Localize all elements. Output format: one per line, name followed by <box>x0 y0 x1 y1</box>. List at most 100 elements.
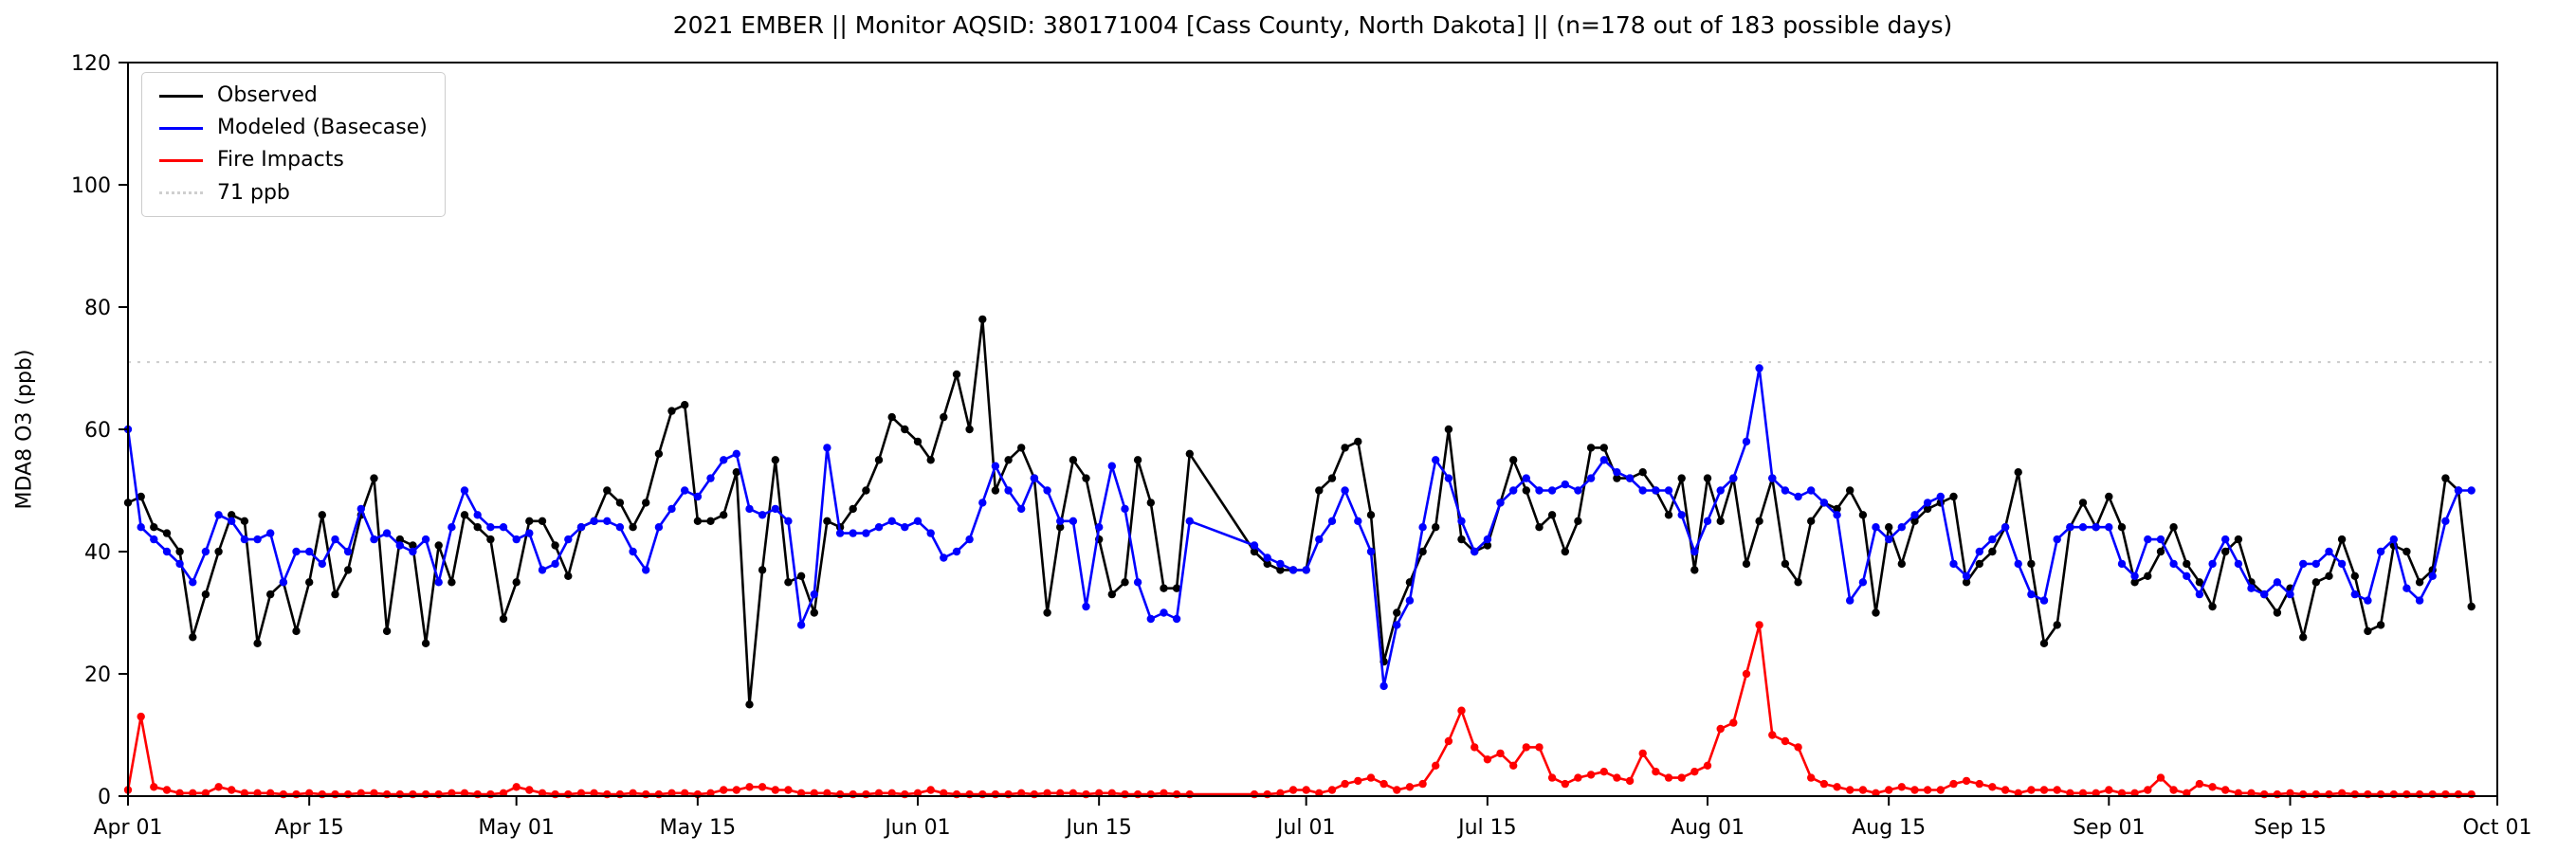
modeled-marker <box>214 511 223 519</box>
modeled-line <box>126 367 2473 688</box>
observed-marker <box>305 578 314 587</box>
x-tick-label: Jul 15 <box>1456 816 1517 840</box>
observed-marker <box>952 370 961 379</box>
observed-marker <box>1043 608 1051 617</box>
observed-marker <box>1483 541 1492 550</box>
fire-marker <box>887 789 896 797</box>
modeled-marker <box>1833 511 1841 519</box>
fire-marker <box>1107 789 1117 797</box>
modeled-marker <box>758 511 767 519</box>
fire-marker <box>642 789 650 799</box>
modeled-marker <box>823 444 831 452</box>
observed-marker <box>2105 492 2113 501</box>
observed-marker <box>564 572 573 580</box>
fire-marker <box>512 783 521 791</box>
modeled-marker <box>2169 559 2178 569</box>
modeled-marker <box>2364 596 2372 605</box>
modeled-marker <box>1781 486 1790 495</box>
fire-marker <box>1069 789 1078 797</box>
modeled-marker <box>2221 535 2230 544</box>
observed-marker <box>1172 584 1181 592</box>
fire-marker <box>2169 786 2178 794</box>
fire-marker <box>901 789 909 799</box>
observed-marker <box>926 456 935 464</box>
observed-marker <box>1949 492 1958 501</box>
fire-marker <box>1405 783 1415 791</box>
modeled-marker <box>1315 535 1324 544</box>
modeled-marker <box>370 535 378 544</box>
modeled-marker <box>849 529 857 537</box>
fire-marker <box>796 789 806 797</box>
modeled-marker <box>1897 523 1907 532</box>
fire-marker <box>460 789 469 797</box>
fire-marker <box>1768 731 1777 739</box>
fire-marker <box>1574 773 1582 782</box>
modeled-marker <box>1910 511 1919 519</box>
observed-marker <box>1315 486 1324 495</box>
modeled-marker <box>1858 578 1868 587</box>
modeled-marker <box>2053 535 2061 544</box>
fire-marker <box>1432 761 1440 770</box>
modeled-marker <box>1638 486 1647 495</box>
modeled-marker <box>1393 621 1401 629</box>
observed-marker <box>654 449 664 458</box>
fire-marker <box>421 789 430 799</box>
fire-marker <box>1146 789 1156 799</box>
modeled-marker <box>343 547 353 556</box>
observed-marker <box>693 517 703 525</box>
observed-marker <box>901 425 909 434</box>
modeled-marker <box>978 499 987 507</box>
observed-marker <box>874 456 884 464</box>
observed-marker <box>2053 621 2061 629</box>
y-tick-label: 100 <box>71 174 111 198</box>
modeled-marker <box>434 578 443 587</box>
observed-marker <box>150 523 158 532</box>
fire-marker <box>228 786 236 794</box>
observed-marker <box>473 523 482 532</box>
observed-marker <box>2208 602 2217 611</box>
fire-marker <box>564 789 573 799</box>
fire-marker <box>1418 779 1427 789</box>
observed-marker <box>2117 523 2127 532</box>
fire-marker <box>2389 789 2398 799</box>
modeled-marker <box>1652 486 1660 495</box>
fire-marker <box>2053 786 2061 794</box>
modeled-marker <box>1522 474 1531 482</box>
observed-marker <box>758 566 767 574</box>
modeled-marker <box>642 566 650 574</box>
modeled-marker <box>1095 523 1104 532</box>
modeled-marker <box>2299 559 2308 569</box>
observed-marker <box>2441 474 2450 482</box>
observed-marker <box>1121 578 1129 587</box>
fire-marker <box>1586 771 1596 779</box>
x-tick-label: Apr 01 <box>93 816 162 840</box>
modeled-marker <box>292 547 301 556</box>
x-tick-label: May 01 <box>478 816 554 840</box>
fire-marker <box>1742 669 1751 679</box>
fire-marker <box>1496 749 1505 758</box>
modeled-marker <box>2092 523 2100 532</box>
fire-marker <box>201 789 210 797</box>
observed-marker <box>1755 517 1763 525</box>
legend-label-observed: Observed <box>217 83 318 107</box>
modeled-marker <box>1263 554 1271 562</box>
modeled-marker <box>2325 547 2333 556</box>
fire-marker <box>2183 789 2191 797</box>
fire-marker <box>681 789 689 797</box>
modeled-marker <box>1069 517 1078 525</box>
observed-marker <box>965 425 974 434</box>
fire-marker <box>2066 789 2074 797</box>
modeled-marker <box>2001 523 2010 532</box>
fire-marker <box>1043 789 1051 797</box>
observed-marker <box>1664 511 1673 519</box>
observed-marker <box>253 639 262 647</box>
modeled-marker <box>1846 596 1854 605</box>
fire-marker <box>525 786 534 794</box>
fire-marker <box>952 789 961 799</box>
observed-marker <box>1509 456 1518 464</box>
modeled-marker <box>1716 486 1725 495</box>
modeled-marker <box>1185 517 1195 525</box>
modeled-marker <box>732 449 740 458</box>
modeled-marker <box>1677 511 1686 519</box>
fire-marker <box>2376 789 2385 799</box>
